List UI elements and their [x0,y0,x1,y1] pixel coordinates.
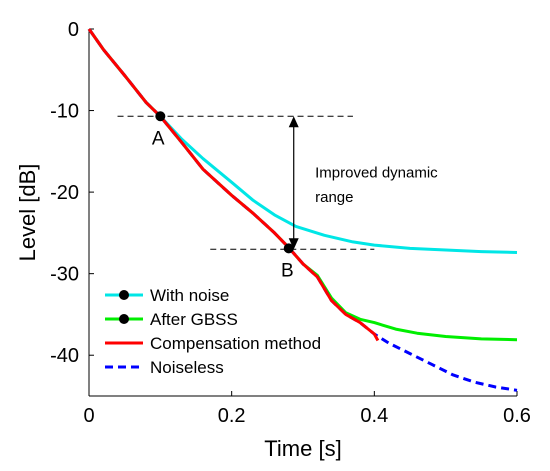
x-tick-label: 0 [83,405,94,427]
point-label-a: A [152,128,165,149]
annotation: Improved dynamic range [315,165,438,206]
x-axis-title: Time [s] [264,436,341,461]
point-marker-b [283,243,294,254]
dynamic-range-arrow [288,116,299,250]
legend-marker [119,290,129,300]
point-label-b: B [281,260,294,281]
legend-label: After GBSS [150,310,238,329]
series-line-compensation-method [87,28,380,342]
marked-points: AB [152,111,294,281]
legend-marker [119,314,129,324]
legend: With noise After GBSS Compensation method N… [105,286,321,377]
arrow-head-up [288,116,299,128]
point-marker-a [155,111,166,122]
x-tick-label: 0.6 [503,405,531,427]
x-tick-label: 0.2 [218,405,246,427]
annotation-line: Improved dynamic [315,165,438,182]
legend-label: Noiseless [150,358,224,377]
y-tick-label: 0 [68,19,79,41]
y-tick-label: -40 [50,345,79,367]
legend-label: Compensation method [150,334,321,353]
legend-label: With noise [150,286,229,305]
y-axis-title: Level [dB] [15,164,40,262]
y-tick-label: -10 [50,101,79,123]
y-tick-label: -30 [50,264,79,286]
axes: 0 0.2 0.4 0.6 0 -10 -20 -30 -40 Time [s] Level [dB… [15,19,531,461]
annotation-line: range [315,189,353,206]
y-tick-label: -20 [50,182,79,204]
arrow-head-down [288,238,299,250]
x-tick-label: 0.4 [360,405,388,427]
